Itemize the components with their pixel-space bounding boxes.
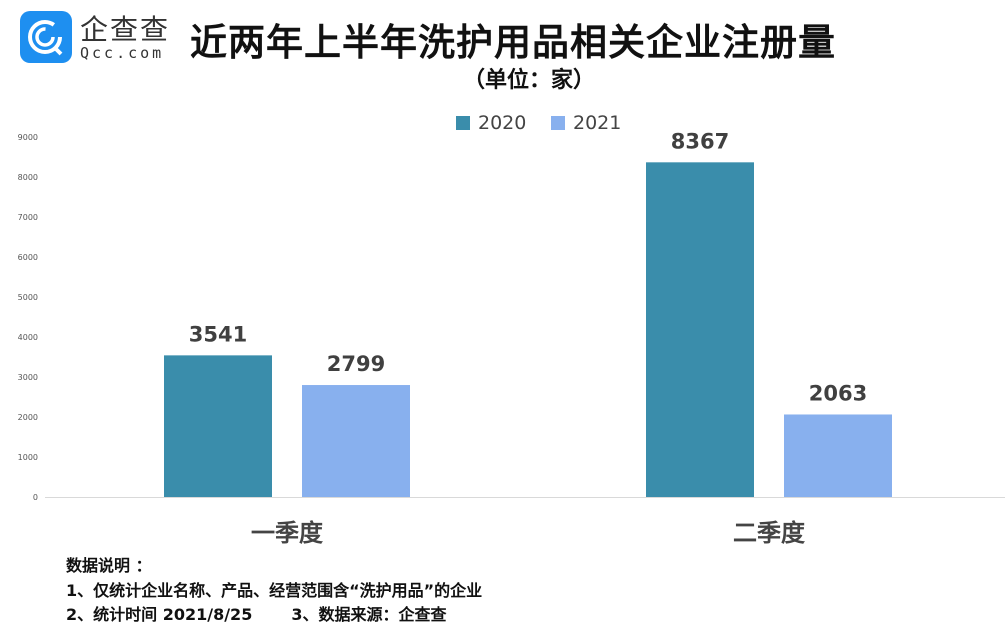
- y-tick-label: 8000: [18, 173, 38, 182]
- y-tick-label: 0: [33, 493, 38, 502]
- chart-subtitle: （单位：家）: [463, 68, 596, 93]
- x-category-label: 二季度: [733, 519, 806, 547]
- y-tick-label: 2000: [18, 413, 38, 422]
- bar-2021: [784, 414, 892, 497]
- legend-item-2020: 2020: [456, 112, 526, 134]
- data-label-2021: 2799: [327, 352, 385, 376]
- logo-text: 企查查: [80, 13, 171, 46]
- notes-heading: 数据说明 ：: [66, 556, 152, 575]
- data-label-2020: 8367: [671, 129, 729, 153]
- qcc-logo-icon: [20, 11, 72, 63]
- y-tick-label: 5000: [18, 293, 38, 302]
- y-tick-label: 1000: [18, 453, 38, 462]
- bar-chart: 0 1000 2000 3000 4000 5000 6000 7000 8000 9000 一季度…: [18, 129, 1005, 547]
- y-tick-label: 4000: [18, 333, 38, 342]
- bar-2020: [164, 355, 272, 497]
- data-label-2021: 2063: [809, 381, 867, 405]
- notes-line-1: 1、仅统计企业名称、产品、经营范围含“洗护用品”的企业: [66, 581, 483, 600]
- y-tick-label: 7000: [18, 213, 38, 222]
- legend-swatch-2020: [456, 116, 470, 130]
- x-category-label: 一季度: [251, 519, 324, 547]
- notes-line-2: 2、统计时间 2021/8/25 3、数据来源：企查查: [66, 605, 447, 624]
- bar-2020: [646, 162, 754, 497]
- y-tick-label: 6000: [18, 253, 38, 262]
- legend-item-2021: 2021: [551, 112, 621, 134]
- data-label-2020: 3541: [189, 322, 247, 346]
- logo-domain: Qcc.com: [80, 44, 165, 62]
- legend-swatch-2021: [551, 116, 565, 130]
- legend-label-2020: 2020: [478, 112, 527, 134]
- bar-2021: [302, 385, 410, 497]
- y-tick-label: 9000: [18, 133, 38, 142]
- chart-title: 近两年上半年洗护用品相关企业注册量: [190, 21, 836, 64]
- legend-label-2021: 2021: [573, 112, 622, 134]
- y-tick-label: 3000: [18, 373, 38, 382]
